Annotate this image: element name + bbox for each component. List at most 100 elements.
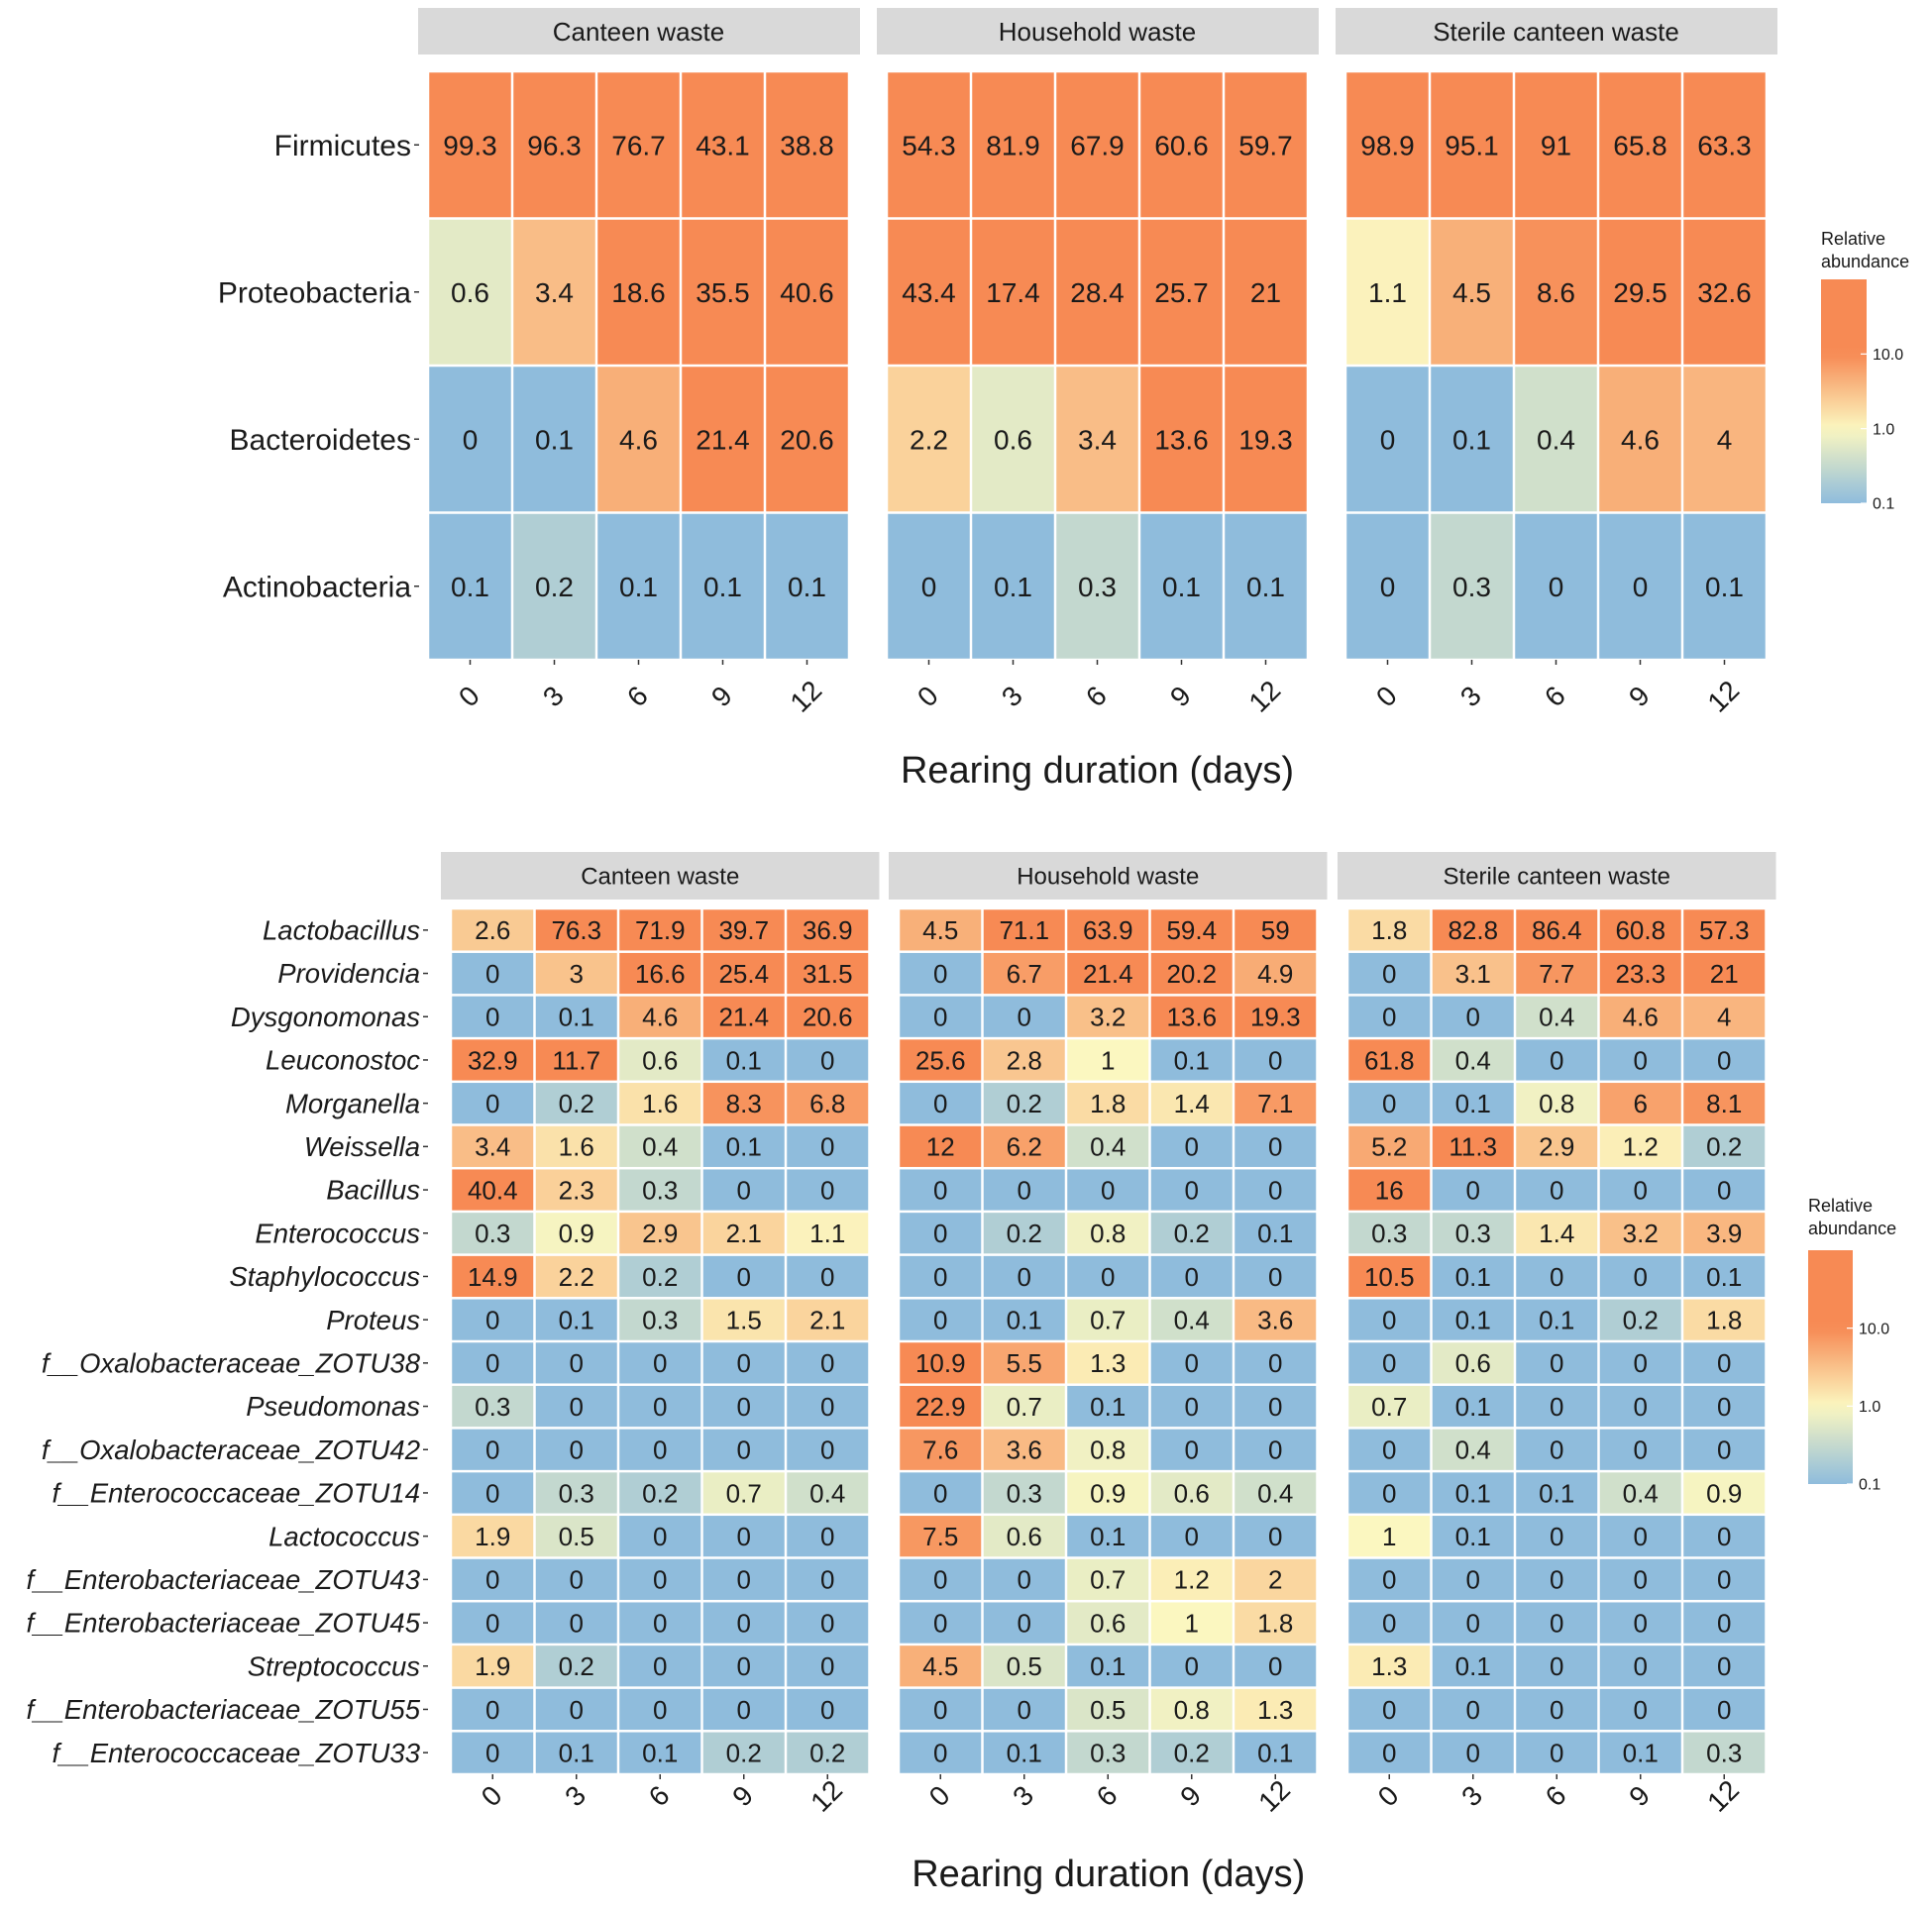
cell-value: 0 bbox=[570, 1608, 584, 1638]
heatmap-cell bbox=[1150, 1732, 1233, 1773]
heatmap-cell bbox=[1515, 219, 1597, 365]
heatmap-cell bbox=[619, 909, 701, 951]
cell-value: 21.4 bbox=[718, 1003, 769, 1032]
cell-value: 0.5 bbox=[559, 1522, 594, 1551]
cell-value: 0 bbox=[1550, 1695, 1563, 1725]
heatmap-cell bbox=[619, 1125, 701, 1167]
cell-value: 0.1 bbox=[703, 572, 742, 602]
cell-value: 54.3 bbox=[902, 130, 956, 160]
heatmap-cell bbox=[535, 1646, 617, 1687]
heatmap-cell bbox=[1599, 1516, 1681, 1557]
heatmap-cell bbox=[1683, 1213, 1766, 1254]
heatmap-cell bbox=[452, 1385, 534, 1428]
heatmap-cell bbox=[702, 1342, 785, 1384]
heatmap-cell bbox=[452, 1472, 534, 1514]
heatmap-cell bbox=[1140, 219, 1223, 365]
heatmap-cell bbox=[1067, 1602, 1149, 1644]
cell-value: 5.5 bbox=[1007, 1348, 1042, 1378]
cell-value: 0 bbox=[485, 1348, 499, 1378]
heatmap-cell bbox=[1599, 1213, 1681, 1254]
heatmap-cell bbox=[1140, 367, 1223, 512]
cell-value: 7.7 bbox=[1539, 959, 1574, 989]
heatmap-cell bbox=[1516, 1255, 1598, 1298]
x-axis-label: Rearing duration (days) bbox=[912, 1854, 1305, 1895]
cell-value: 0.4 bbox=[1257, 1478, 1293, 1508]
heatmap-cell bbox=[1432, 996, 1514, 1037]
heatmap-cell bbox=[1516, 1169, 1598, 1211]
heatmap-cell bbox=[1431, 219, 1513, 365]
heatmap-cell bbox=[1150, 909, 1233, 951]
heatmap-cell bbox=[787, 1688, 869, 1731]
cell-value: 0 bbox=[1634, 1695, 1648, 1725]
heatmap-cell bbox=[1516, 1688, 1598, 1731]
cell-value: 31.5 bbox=[803, 959, 853, 989]
cell-value: 0.1 bbox=[1090, 1651, 1126, 1681]
cell-value: 0.1 bbox=[1539, 1478, 1574, 1508]
cell-value: 0 bbox=[933, 1695, 947, 1725]
heatmap-cell bbox=[1067, 909, 1149, 951]
heatmap-cell bbox=[1348, 1125, 1431, 1167]
row-label: Staphylococcus bbox=[229, 1261, 420, 1292]
heatmap-cell bbox=[702, 1299, 785, 1340]
heatmap-cell bbox=[1348, 1732, 1431, 1773]
heatmap-cell bbox=[1150, 996, 1233, 1037]
legend-tick-label: 0.1 bbox=[1873, 496, 1894, 513]
heatmap-cell bbox=[766, 513, 848, 659]
heatmap-cell bbox=[1067, 1125, 1149, 1167]
cell-value: 0 bbox=[1018, 1565, 1031, 1595]
heatmap-cell bbox=[1348, 1213, 1431, 1254]
cell-value: 3.1 bbox=[1455, 959, 1491, 989]
cell-value: 20.2 bbox=[1166, 959, 1217, 989]
heatmap-cell bbox=[972, 219, 1054, 365]
heatmap-cell bbox=[702, 1602, 785, 1644]
cell-value: 0 bbox=[921, 572, 937, 602]
cell-value: 16.6 bbox=[635, 959, 686, 989]
heatmap-cell bbox=[1432, 1255, 1514, 1298]
cell-value: 0 bbox=[1268, 1262, 1282, 1292]
cell-value: 65.8 bbox=[1613, 130, 1667, 160]
heatmap-cell bbox=[1683, 72, 1766, 218]
cell-value: 0 bbox=[933, 1219, 947, 1248]
cell-value: 98.9 bbox=[1360, 130, 1415, 160]
row-label: Lactococcus bbox=[268, 1521, 420, 1551]
heatmap-cell bbox=[787, 1732, 869, 1773]
facet-strip-canteen-waste bbox=[441, 852, 880, 900]
heatmap-cell bbox=[619, 1213, 701, 1254]
heatmap-cell bbox=[1234, 1646, 1317, 1687]
heatmap-cell bbox=[900, 996, 982, 1037]
heatmap-cell bbox=[1431, 72, 1513, 218]
cell-value: 0 bbox=[820, 1132, 834, 1162]
cell-value: 0.6 bbox=[1455, 1348, 1491, 1378]
heatmap-cell bbox=[1516, 1646, 1598, 1687]
cell-value: 6.7 bbox=[1007, 959, 1042, 989]
row-label: Firmicutes bbox=[274, 130, 411, 162]
cell-value: 0 bbox=[1268, 1132, 1282, 1162]
heatmap-cell bbox=[1234, 1039, 1317, 1081]
heatmap-cell bbox=[1067, 1169, 1149, 1211]
cell-value: 0 bbox=[933, 959, 947, 989]
cell-value: 0 bbox=[485, 1306, 499, 1335]
heatmap-cell bbox=[1067, 1732, 1149, 1773]
facet-strip-sterile-canteen-waste bbox=[1338, 852, 1776, 900]
cell-value: 0.6 bbox=[1090, 1608, 1126, 1638]
cell-value: 0 bbox=[820, 1045, 834, 1075]
cell-value: 0 bbox=[1550, 1175, 1563, 1205]
cell-value: 57.3 bbox=[1699, 915, 1750, 945]
cell-value: 0.3 bbox=[642, 1175, 678, 1205]
heatmap-cell bbox=[983, 1125, 1065, 1167]
legend-tick-label: 1.0 bbox=[1873, 421, 1894, 438]
cell-value: 20.6 bbox=[780, 424, 834, 455]
heatmap-cell bbox=[1432, 1083, 1514, 1124]
heatmap-cell bbox=[1516, 1125, 1598, 1167]
heatmap-cell bbox=[429, 367, 511, 512]
heatmap-cell bbox=[1683, 219, 1766, 365]
cell-value: 0 bbox=[570, 1695, 584, 1725]
heatmap-cell bbox=[1150, 1472, 1233, 1514]
heatmap-cell bbox=[1599, 1125, 1681, 1167]
cell-value: 40.6 bbox=[780, 277, 834, 308]
cell-value: 1.4 bbox=[1174, 1089, 1210, 1118]
cell-value: 0.2 bbox=[726, 1739, 762, 1768]
cell-value: 0 bbox=[820, 1175, 834, 1205]
cell-value: 0.1 bbox=[1090, 1392, 1126, 1422]
heatmap-cell bbox=[1234, 1516, 1317, 1557]
